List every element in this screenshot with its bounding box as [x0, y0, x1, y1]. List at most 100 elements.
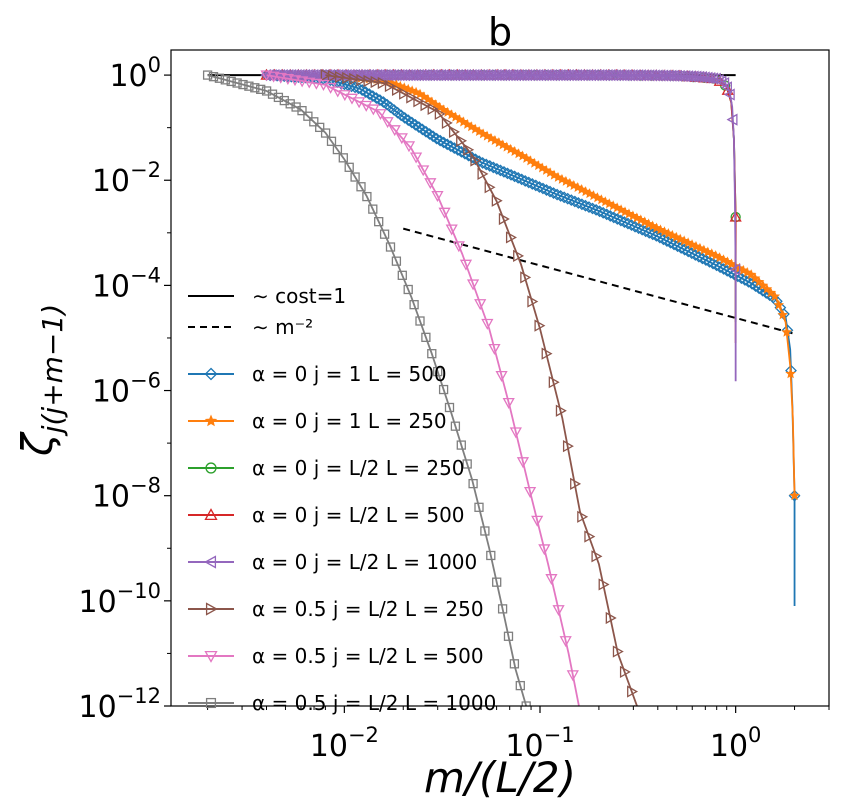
- data-point-alpha0-j1-L500-98: [607, 211, 620, 224]
- data-point-alpha05-jhalf-L1000-40: [438, 384, 449, 395]
- data-point-alpha0-j1-L500-80: [544, 185, 556, 198]
- data-point-alpha05-jhalf-L1000-10: [261, 86, 272, 96]
- x-axis-title: m/(L/2): [424, 753, 576, 802]
- data-point-alpha05-jhalf-L250-35: [570, 477, 582, 490]
- data-point-alpha0-j1-L500-128: [714, 261, 727, 274]
- data-point-alpha05-jhalf-L1000-22: [332, 144, 343, 155]
- data-point-alpha0-j1-L500-108: [643, 226, 656, 239]
- series-alpha05-jhalf-L1000: [202, 70, 531, 706]
- data-point-alpha0-j1-L500-117: [675, 242, 688, 254]
- data-point-alpha05-jhalf-L500-24: [431, 190, 444, 202]
- data-point-alpha0-j1-L500-84: [558, 191, 571, 204]
- data-point-alpha0-jhalf-L1000-167: [723, 88, 735, 101]
- data-point-alpha0-j1-L500-76: [529, 179, 542, 192]
- data-point-alpha05-jhalf-L1000-29: [374, 217, 384, 227]
- data-point-alpha0-j1-L500-136: [742, 275, 755, 288]
- data-point-alpha05-jhalf-L1000-49: [492, 577, 502, 587]
- data-point-alpha0-jhalf-L1000-169: [729, 263, 741, 276]
- data-point-alpha0-j1-L500-107: [639, 225, 652, 238]
- data-point-alpha05-jhalf-L500-30: [474, 299, 487, 311]
- data-point-alpha05-jhalf-L1000-38: [427, 349, 437, 359]
- chart-title: b: [488, 10, 512, 54]
- data-point-alpha05-jhalf-L250-15: [427, 102, 439, 116]
- data-point-alpha05-jhalf-L1000-31: [385, 242, 396, 252]
- legend-item-alpha0-j1-l500: α = 0 j = 1 L = 500: [188, 362, 447, 386]
- legend-swatch-marker: [204, 555, 217, 569]
- data-point-alpha05-jhalf-L500-28: [459, 259, 473, 271]
- legend-item--m-2: ∼ m⁻²: [188, 315, 313, 339]
- data-point-alpha05-jhalf-L250-40: [605, 611, 617, 625]
- data-point-alpha05-jhalf-L500-36: [516, 457, 530, 469]
- legend-label: ∼ cost=1: [252, 284, 346, 308]
- data-point-alpha05-jhalf-L250-7: [370, 75, 382, 89]
- data-point-alpha0-j1-L500-96: [600, 208, 613, 221]
- data-point-alpha05-jhalf-L1000-11: [267, 89, 278, 99]
- data-point-alpha05-jhalf-L250-36: [577, 510, 589, 523]
- data-point-alpha0-j1-L500-30: [366, 90, 379, 102]
- data-point-alpha05-jhalf-L250-32: [548, 376, 560, 389]
- data-point-alpha0-j1-L500-89: [575, 198, 588, 211]
- data-point-alpha05-jhalf-L1000-50: [497, 604, 508, 614]
- data-point-alpha05-jhalf-L1000-37: [421, 332, 431, 342]
- data-point-alpha05-jhalf-L500-32: [488, 343, 501, 355]
- data-point-alpha0-j1-L500-113: [661, 235, 673, 247]
- data-point-alpha0-j1-L500-62: [480, 158, 493, 171]
- data-point-alpha05-jhalf-L500-31: [481, 318, 494, 330]
- data-point-alpha0-jhalf-L1000-168: [726, 113, 738, 126]
- data-point-alpha05-jhalf-L1000-25: [350, 172, 360, 182]
- data-point-alpha0-j1-L500-103: [625, 219, 638, 232]
- data-point-alpha05-jhalf-L500-41: [552, 605, 565, 617]
- legend-label: α = 0.5 j = L/2 L = 1000: [252, 691, 496, 715]
- data-point-alpha05-jhalf-L500-39: [538, 544, 551, 556]
- series-layer: [202, 68, 801, 706]
- data-point-alpha0-j1-L500-102: [622, 217, 634, 230]
- data-point-alpha05-jhalf-L1000-41: [444, 402, 455, 413]
- data-point-alpha0-j1-L500-27: [356, 84, 369, 96]
- data-point-alpha0-j1-L500-110: [650, 229, 663, 242]
- data-point-alpha05-jhalf-L250-30: [534, 319, 546, 332]
- data-point-alpha0-j1-L500-53: [448, 142, 461, 155]
- data-point-alpha05-jhalf-L1000-5: [232, 78, 242, 88]
- data-point-alpha05-jhalf-L500-4: [288, 75, 302, 87]
- data-point-alpha05-jhalf-L1000-6: [238, 79, 248, 90]
- data-point-alpha0-j1-L500-25: [349, 81, 362, 94]
- data-point-alpha05-jhalf-L1000-2: [214, 73, 225, 83]
- data-point-alpha0-j1-L500-52: [444, 140, 457, 153]
- data-point-alpha05-jhalf-L1000-4: [226, 76, 236, 87]
- data-point-alpha05-jhalf-L500-16: [374, 109, 387, 121]
- data-point-alpha05-jhalf-L1000-28: [368, 204, 378, 214]
- data-point-alpha05-jhalf-L250-23: [484, 181, 496, 194]
- data-point-alpha05-jhalf-L1000-39: [433, 366, 443, 377]
- data-point-alpha0-j1-L500-97: [604, 210, 617, 222]
- data-point-alpha05-jhalf-L1000-20: [320, 128, 331, 138]
- data-point-alpha0-j1-L500-105: [632, 222, 645, 235]
- legend-label: α = 0 j = L/2 L = 1000: [252, 550, 477, 574]
- data-point-alpha05-jhalf-L250-18: [448, 125, 460, 138]
- y-tick-label-4: 10−8: [92, 474, 161, 515]
- series-alpha0-jhalf-L1000: [260, 68, 741, 382]
- data-point-alpha0-j1-L500-83: [554, 189, 567, 202]
- y-axis-title: ζj(j+m−1): [13, 304, 69, 457]
- plot-frame: [170, 49, 830, 707]
- data-point-alpha0-j1-L250-119: [789, 490, 800, 501]
- data-point-alpha05-jhalf-L500-29: [466, 279, 480, 291]
- data-point-alpha0-jhalf-L1000-166: [720, 81, 732, 94]
- data-point-alpha05-jhalf-L500-37: [523, 486, 537, 498]
- data-point-alpha05-jhalf-L250-31: [541, 347, 553, 360]
- series-alpha0-j1-L250: [320, 69, 800, 501]
- data-point-alpha0-j1-L500-78: [537, 182, 549, 195]
- data-point-alpha05-jhalf-L1000-42: [450, 421, 461, 431]
- data-point-alpha05-jhalf-L250-43: [627, 685, 639, 698]
- legend-label: ∼ m⁻²: [252, 315, 313, 339]
- data-point-alpha0-j1-L250-117: [781, 326, 792, 337]
- data-point-alpha05-jhalf-L1000-32: [391, 256, 402, 266]
- y-tick-label-1: 10−2: [92, 158, 161, 199]
- data-point-alpha05-jhalf-L250-14: [420, 98, 432, 112]
- data-point-alpha05-jhalf-L1000-36: [415, 316, 425, 326]
- data-point-alpha05-jhalf-L500-40: [545, 574, 558, 586]
- data-point-alpha05-jhalf-L500-1: [267, 71, 280, 83]
- data-point-alpha0-j1-L500-64: [487, 161, 500, 174]
- data-point-alpha0-j1-L500-112: [657, 233, 670, 246]
- data-point-alpha05-jhalf-L1000-1: [208, 72, 219, 82]
